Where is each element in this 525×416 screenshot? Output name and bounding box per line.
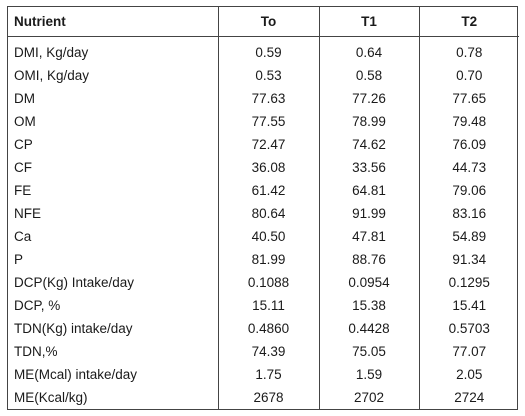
table-row: DMI, Kg/day 0.59 0.64 0.78 — [8, 36, 519, 65]
row-label: P — [14, 251, 24, 267]
value-t2: 0.1295 — [418, 270, 519, 294]
row-label: DMI, Kg/day — [14, 45, 89, 61]
value-t1: 75.05 — [318, 339, 419, 363]
row-label: TDN(Kg) intake/day — [14, 320, 133, 336]
row-label: DCP, % — [14, 297, 61, 313]
table-row: TDN(Kg) intake/day 0.4860 0.4428 0.5703 — [8, 316, 519, 340]
value-t1: 33.56 — [318, 156, 419, 180]
table-row: CF 36.08 33.56 44.73 — [8, 156, 519, 180]
value-to: 0.4860 — [217, 316, 319, 340]
value-to: 0.1088 — [217, 270, 319, 294]
table-row: Ca 40.50 47.81 54.89 — [8, 225, 519, 248]
value-t2: 54.89 — [418, 225, 519, 248]
value-to: 0.53 — [217, 64, 319, 88]
value-t1: 0.4428 — [318, 316, 419, 340]
value-t1: 0.58 — [318, 64, 419, 88]
header-t1: T1 — [318, 7, 419, 37]
row-label: Ca — [14, 229, 32, 244]
nutrient-table-container: Nutrient To T1 T2 DMI, Kg/day 0.59 0.64 0.7… — [7, 6, 519, 410]
value-t2: 79.06 — [418, 179, 519, 203]
value-to: 36.08 — [217, 156, 319, 180]
value-t2: 76.09 — [418, 133, 519, 157]
row-label: DCP(Kg) Intake/day — [14, 274, 135, 290]
table-header: Nutrient To T1 T2 — [8, 7, 519, 37]
row-label: DM — [14, 91, 35, 107]
table-row: OMI, Kg/day 0.53 0.58 0.70 — [8, 64, 519, 88]
value-t1: 91.99 — [318, 202, 419, 226]
value-t2: 77.65 — [418, 87, 519, 111]
table-row: CP 72.47 74.62 76.09 — [8, 133, 519, 157]
row-label: CP — [14, 137, 33, 153]
value-to: 77.55 — [217, 110, 319, 134]
header-to: To — [217, 7, 319, 37]
row-label: NFE — [14, 206, 41, 222]
value-to: 61.42 — [217, 179, 319, 203]
value-t2: 15.41 — [418, 293, 519, 317]
table-row: ME(Mcal) intake/day 1.75 1.59 2.05 — [8, 362, 519, 386]
value-t1: 74.62 — [318, 133, 419, 157]
nutrient-table: Nutrient To T1 T2 DMI, Kg/day 0.59 0.64 0.7… — [8, 7, 519, 409]
row-label: OMI, Kg/day — [14, 68, 90, 84]
value-t2: 77.07 — [418, 339, 519, 363]
header-row: Nutrient To T1 T2 — [8, 7, 519, 37]
value-t1: 0.0954 — [318, 270, 419, 294]
value-to: 81.99 — [217, 248, 319, 271]
table-row: DM 77.63 77.26 77.65 — [8, 87, 519, 111]
table-row: ME(Kcal/kg) 2678 2702 2724 — [8, 385, 519, 409]
value-t2: 0.70 — [418, 64, 519, 88]
table-row: NFE 80.64 91.99 83.16 — [8, 202, 519, 226]
value-to: 15.11 — [217, 293, 319, 317]
value-to: 0.59 — [217, 36, 319, 65]
table-row: DCP, % 15.11 15.38 15.41 — [8, 293, 519, 317]
value-t1: 64.81 — [318, 179, 419, 203]
row-label: ME(Mcal) intake/day — [14, 366, 138, 382]
value-to: 1.75 — [217, 362, 319, 386]
value-t2: 0.78 — [418, 36, 519, 65]
value-t1: 2702 — [318, 385, 419, 409]
header-t2: T2 — [418, 7, 519, 37]
value-to: 40.50 — [217, 225, 319, 248]
value-t2: 79.48 — [418, 110, 519, 134]
value-to: 77.63 — [217, 87, 319, 111]
value-t2: 44.73 — [418, 156, 519, 180]
value-t2: 83.16 — [418, 202, 519, 226]
table-row: TDN,% 74.39 75.05 77.07 — [8, 339, 519, 363]
value-to: 2678 — [217, 385, 319, 409]
table-row: OM 77.55 78.99 79.48 — [8, 110, 519, 134]
value-t1: 0.64 — [318, 36, 419, 65]
value-to: 80.64 — [217, 202, 319, 226]
value-t1: 15.38 — [318, 293, 419, 317]
value-t2: 0.5703 — [418, 316, 519, 340]
table-row: P 81.99 88.76 91.34 — [8, 248, 519, 271]
header-nutrient: Nutrient — [8, 7, 218, 37]
value-t1: 77.26 — [318, 87, 419, 111]
table-row: DCP(Kg) Intake/day 0.1088 0.0954 0.1295 — [8, 270, 519, 294]
value-t2: 2724 — [418, 385, 519, 409]
row-label: ME(Kcal/kg) — [14, 389, 88, 405]
row-label: FE — [14, 183, 32, 199]
value-t2: 91.34 — [418, 248, 519, 271]
table-row: FE 61.42 64.81 79.06 — [8, 179, 519, 203]
value-t1: 47.81 — [318, 225, 419, 248]
row-label: CF — [14, 160, 32, 176]
row-label: OM — [14, 114, 36, 130]
value-to: 74.39 — [217, 339, 319, 363]
table-body: DMI, Kg/day 0.59 0.64 0.78 OMI, Kg/day 0.53 0.… — [8, 36, 519, 409]
value-t1: 88.76 — [318, 248, 419, 271]
row-label: TDN,% — [14, 343, 58, 359]
value-t1: 1.59 — [318, 362, 419, 386]
value-t2: 2.05 — [418, 362, 519, 386]
value-to: 72.47 — [217, 133, 319, 157]
value-t1: 78.99 — [318, 110, 419, 134]
